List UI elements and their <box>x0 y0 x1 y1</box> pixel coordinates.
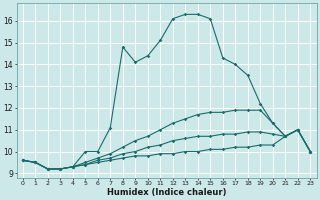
X-axis label: Humidex (Indice chaleur): Humidex (Indice chaleur) <box>107 188 226 197</box>
